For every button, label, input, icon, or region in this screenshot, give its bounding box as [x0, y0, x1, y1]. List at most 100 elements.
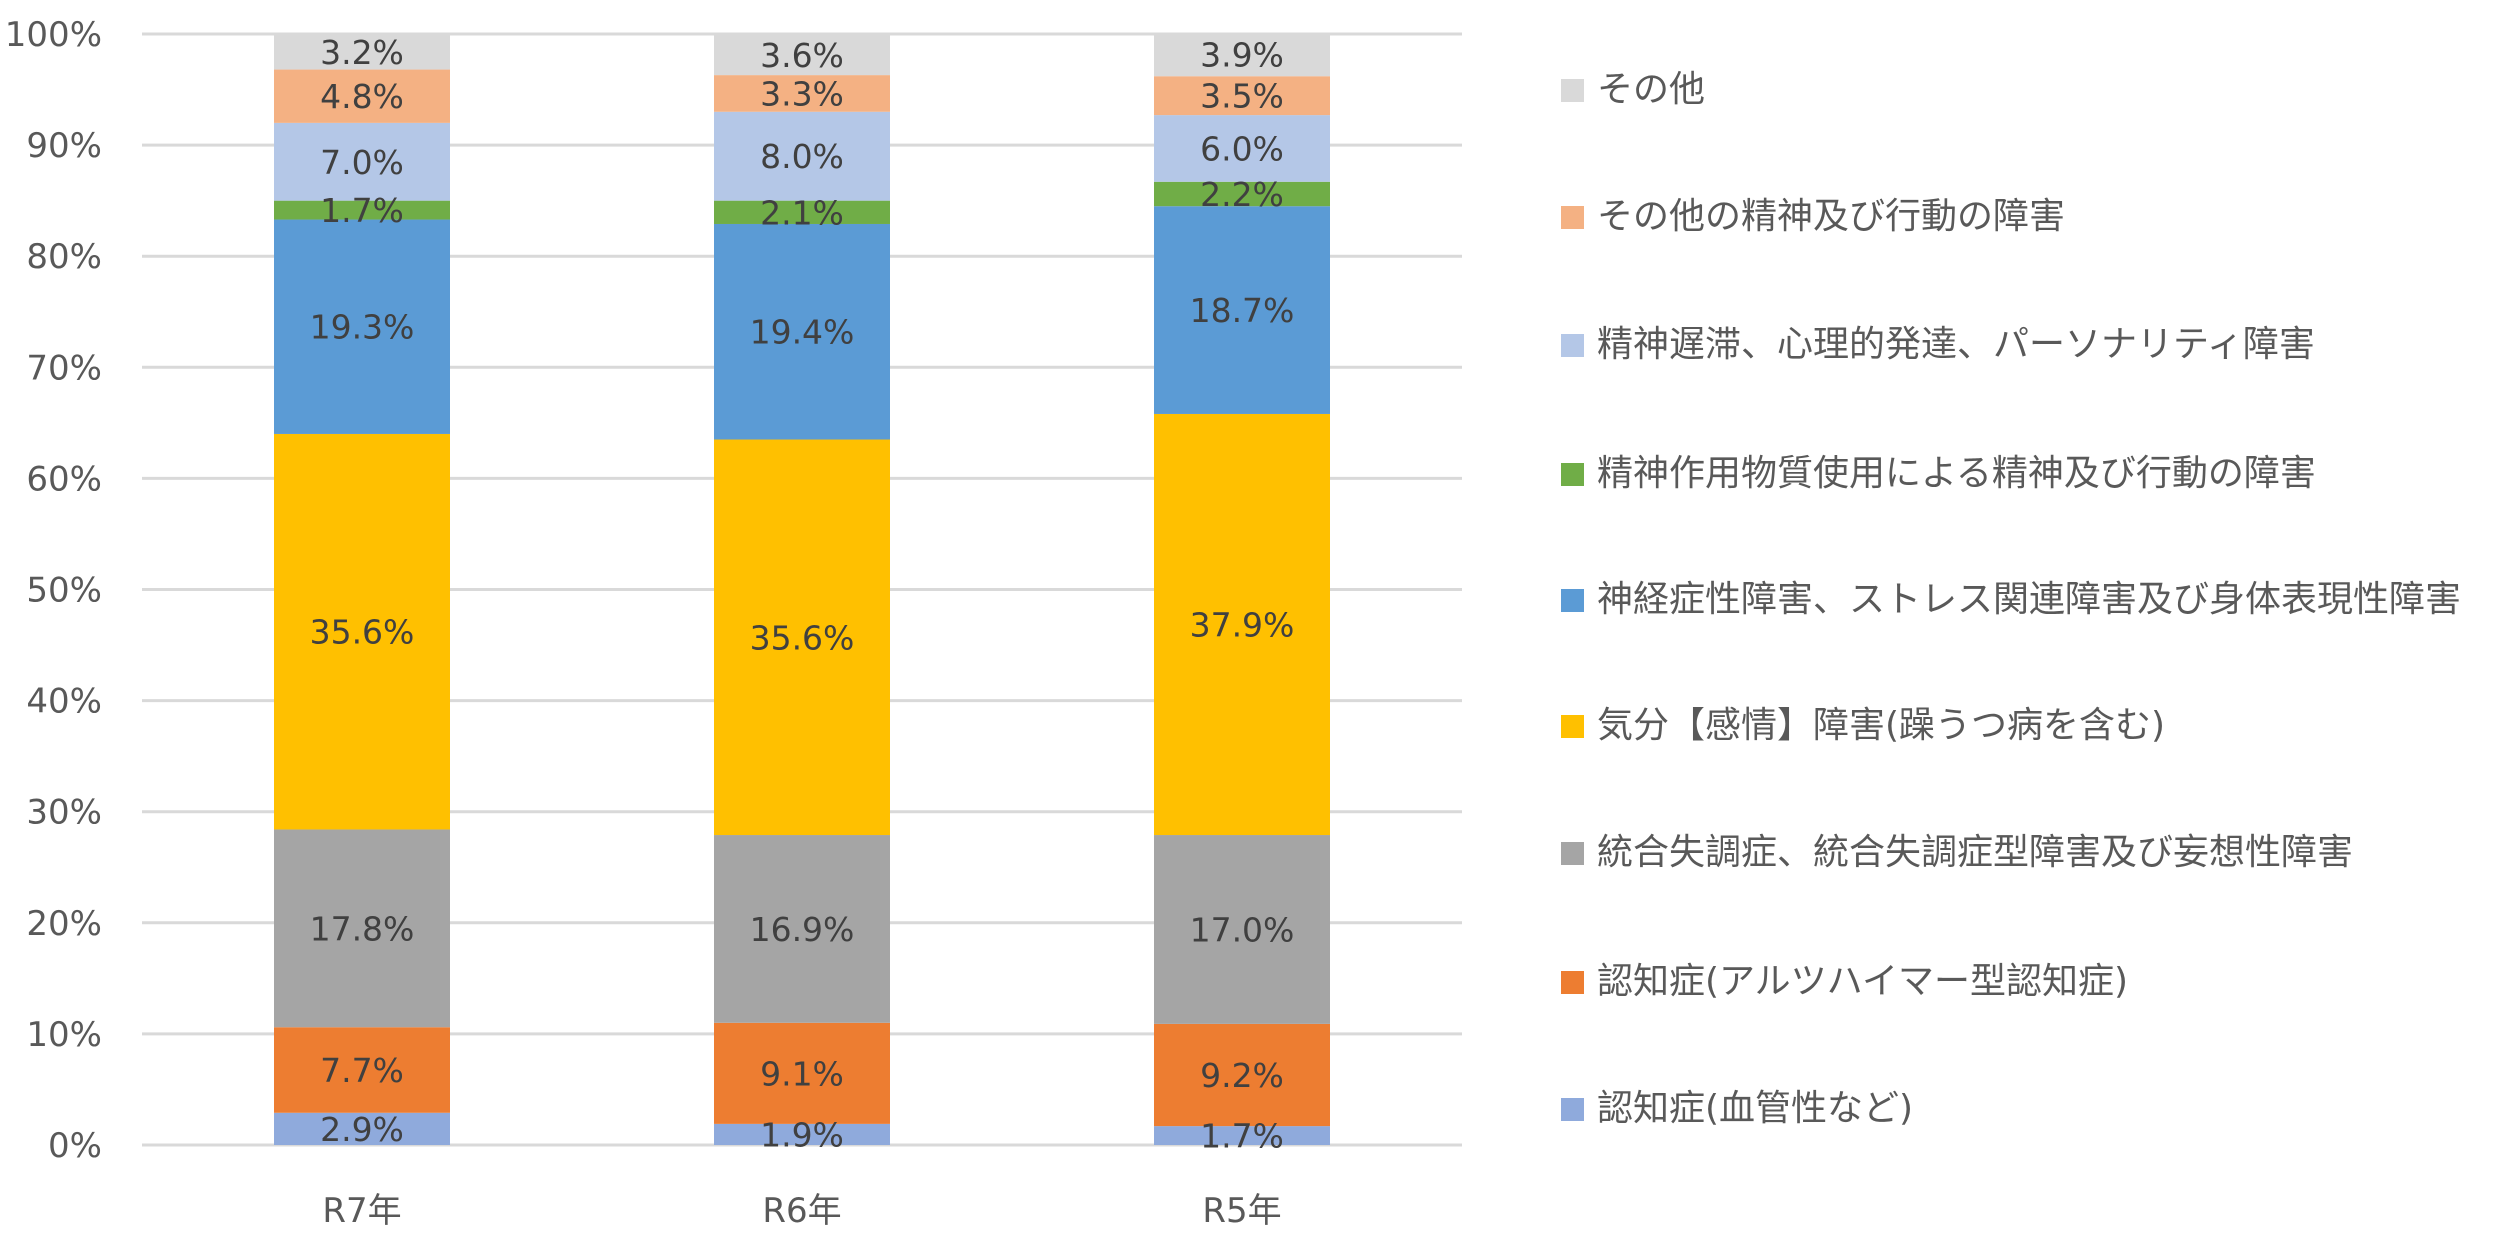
data-label: 3.2%: [320, 33, 404, 72]
bar-segment: [714, 1022, 890, 1124]
x-tick-label: R6年: [762, 1191, 841, 1231]
bar-segment: [714, 223, 890, 440]
data-label: 35.6%: [750, 618, 855, 657]
x-tick-label: R5年: [1202, 1191, 1281, 1231]
legend-item-retardation[interactable]: 精神遅滞、心理的発達、パーソナリティ障害: [1561, 312, 2497, 378]
legend-item-schizophrenia[interactable]: 統合失調症、統合失調症型障害及び妄想性障害: [1561, 820, 2497, 886]
bar-segment: [714, 200, 890, 224]
data-label: 3.9%: [1200, 36, 1284, 75]
x-axis: R7年 R6年 R5年: [322, 1191, 1281, 1231]
bar-segment: [274, 122, 450, 201]
bar-segment: [1154, 181, 1330, 207]
data-label: 2.2%: [1200, 175, 1284, 214]
legend-label: 精神作用物質使用による精神及び行動の障害: [1597, 453, 2316, 494]
bars: [274, 32, 1330, 1145]
y-tick-label: 90%: [26, 126, 102, 166]
data-label: 9.1%: [760, 1054, 844, 1093]
legend-swatch: [1561, 715, 1584, 738]
data-label: 3.5%: [1200, 77, 1284, 116]
legend-swatch: [1561, 463, 1584, 486]
data-label: 17.0%: [1190, 910, 1295, 949]
y-tick-label: 30%: [26, 793, 102, 833]
bar-segment: [274, 200, 450, 220]
legend-item-other-mental[interactable]: その他の精神及び行動の障害: [1561, 184, 2497, 250]
bar-segment: [1154, 76, 1330, 116]
data-label: 3.6%: [760, 36, 844, 75]
bar-segment: [274, 1027, 450, 1113]
legend-swatch: [1561, 1098, 1584, 1121]
data-label: 7.7%: [320, 1051, 404, 1090]
bar-segment: [274, 219, 450, 434]
y-tick-label: 40%: [26, 682, 102, 722]
data-label: 1.7%: [320, 191, 404, 230]
data-label: 19.4%: [750, 313, 855, 352]
data-label: 1.7%: [1200, 1117, 1284, 1156]
data-label: 17.8%: [310, 909, 415, 948]
data-label: 2.9%: [320, 1110, 404, 1149]
bar-segment: [274, 433, 450, 830]
data-label: 2.1%: [760, 193, 844, 232]
legend-item-alzheimer[interactable]: 認知症(アルツハイマー型認知症): [1561, 949, 2497, 1015]
legend-label: その他の精神及び行動の障害: [1597, 196, 2066, 237]
data-labels: 2.9% 7.7% 17.8% 35.6% 19.3% 1.7% 7.0% 4.8% 3.2% 1…: [310, 33, 1295, 1156]
legend-label: 神経症性障害、ストレス関連障害及び身体表現性障害: [1597, 579, 2462, 620]
bar-segment: [714, 75, 890, 112]
bar-segment: [1154, 1023, 1330, 1127]
data-label: 19.3%: [310, 308, 415, 347]
legend-item-mood[interactable]: 気分【感情】障害(躁うつ病を含む): [1561, 693, 2497, 759]
data-label: 16.9%: [750, 910, 855, 949]
y-tick-label: 0%: [48, 1126, 102, 1166]
legend-swatch: [1561, 842, 1584, 865]
y-tick-label: 50%: [26, 571, 102, 611]
y-tick-label: 70%: [26, 348, 102, 388]
data-label: 1.9%: [760, 1115, 844, 1154]
bar-segment: [274, 1112, 450, 1145]
legend-label: 気分【感情】障害(躁うつ病を含む): [1597, 705, 2166, 746]
y-axis: 0% 10% 20% 30% 40% 50% 60% 70% 80% 90% 100%: [5, 15, 102, 1166]
y-tick-label: 80%: [26, 237, 102, 277]
y-tick-label: 100%: [5, 15, 102, 55]
bar-segment: [1154, 835, 1330, 1024]
data-label: 9.2%: [1200, 1056, 1284, 1095]
bar-segment: [714, 1123, 890, 1145]
legend-item-other[interactable]: その他: [1561, 57, 2497, 123]
bar-segment: [1154, 1126, 1330, 1145]
data-label: 6.0%: [1200, 129, 1284, 168]
data-label: 4.8%: [320, 77, 404, 116]
bar-segment: [274, 69, 450, 123]
legend-item-neurotic[interactable]: 神経症性障害、ストレス関連障害及び身体表現性障害: [1561, 567, 2520, 633]
y-tick-label: 10%: [26, 1015, 102, 1055]
legend-swatch: [1561, 79, 1584, 102]
stacked-bar-chart: 0% 10% 20% 30% 40% 50% 60% 70% 80% 90% 100% R7年 R6年…: [5, 15, 1462, 1231]
bar-segment: [714, 439, 890, 836]
y-tick-label: 20%: [26, 904, 102, 944]
data-label: 3.3%: [760, 74, 844, 113]
legend-item-substance[interactable]: 精神作用物質使用による精神及び行動の障害: [1561, 441, 2497, 507]
legend-label: 精神遅滞、心理的発達、パーソナリティ障害: [1597, 324, 2315, 365]
bar-segment: [714, 835, 890, 1023]
legend-label: 統合失調症、統合失調症型障害及び妄想性障害: [1597, 832, 2354, 873]
data-label: 18.7%: [1190, 291, 1295, 330]
y-tick-label: 60%: [26, 459, 102, 499]
data-label: 37.9%: [1190, 605, 1295, 644]
legend-swatch: [1561, 971, 1584, 994]
bar-segment: [1154, 413, 1330, 836]
bar-segment: [1154, 115, 1330, 182]
legend-label: 認知症(アルツハイマー型認知症): [1597, 961, 2129, 1002]
data-label: 35.6%: [310, 613, 415, 652]
legend-swatch: [1561, 334, 1584, 357]
bar-segment: [714, 35, 890, 76]
bar-segment: [1154, 206, 1330, 414]
data-label: 7.0%: [320, 143, 404, 182]
data-label: 8.0%: [760, 137, 844, 176]
legend-swatch: [1561, 206, 1584, 229]
legend-label: 認知症(血管性など): [1597, 1088, 1914, 1129]
bar-segment: [274, 34, 450, 70]
x-tick-label: R7年: [322, 1191, 401, 1231]
legend-item-vascular-dementia[interactable]: 認知症(血管性など): [1561, 1076, 2497, 1142]
legend-label: その他: [1597, 69, 1706, 110]
legend-swatch: [1561, 589, 1584, 612]
bar-segment: [274, 829, 450, 1028]
bar-segment: [1154, 32, 1330, 77]
bar-segment: [714, 111, 890, 201]
